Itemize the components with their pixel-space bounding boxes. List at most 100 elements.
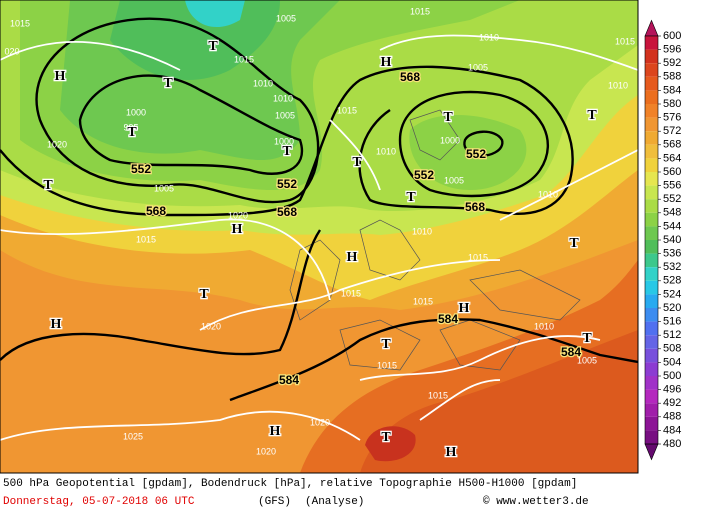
pressure-system: T: [406, 190, 416, 205]
pressure-label: 1005: [276, 13, 296, 23]
pressure-label: 1000: [274, 136, 294, 146]
footer-date: Donnerstag, 05-07-2018 06 UTC: [3, 496, 195, 508]
footer-model: (GFS): [258, 496, 291, 508]
colorbar-tick-label: 556: [663, 180, 681, 192]
pressure-label: 1010: [608, 80, 628, 90]
pressure-label: 020: [4, 46, 19, 56]
pressure-label: 995: [123, 122, 138, 132]
colorbar-tick-label: 492: [663, 397, 681, 409]
colorbar-tick-label: 504: [663, 356, 681, 368]
map: [0, 0, 638, 473]
colorbar-tick-label: 564: [663, 152, 681, 164]
colorbar-cell: [645, 430, 658, 444]
pressure-label: 1015: [410, 6, 430, 16]
pressure-label: 1025: [123, 431, 143, 441]
geopotential-label: 568: [146, 204, 166, 218]
pressure-system: T: [443, 110, 453, 125]
pressure-label: 1005: [275, 110, 295, 120]
colorbar-tick-label: 568: [663, 139, 681, 151]
pressure-system: H: [446, 445, 457, 460]
pressure-label: 1005: [577, 355, 597, 365]
pressure-system: T: [163, 76, 173, 91]
colorbar-tick-label: 516: [663, 316, 681, 328]
colorbar-tick-label: 580: [663, 98, 681, 110]
colorbar-cell: [645, 199, 658, 213]
colorbar-cell: [645, 348, 658, 363]
pressure-system: T: [352, 155, 362, 170]
colorbar-tick-label: 560: [663, 166, 681, 178]
pressure-system: T: [208, 39, 218, 54]
colorbar-cell: [645, 362, 658, 376]
pressure-system: H: [55, 69, 66, 84]
colorbar-tick-label: 496: [663, 384, 681, 396]
colorbar-tick-label: 532: [663, 261, 681, 273]
geopotential-label: 584: [438, 312, 458, 326]
pressure-label: 1020: [256, 446, 276, 456]
pressure-label: 1015: [468, 252, 488, 262]
colorbar-cell: [645, 104, 658, 118]
colorbar-cell: [645, 36, 658, 50]
colorbar-cell: [645, 144, 658, 159]
colorbar-tick-label: 552: [663, 193, 681, 205]
contour-576: [0, 229, 321, 361]
pressure-label: 1020: [47, 139, 67, 149]
pressure-label: 1010: [253, 78, 273, 88]
pressure-system: H: [51, 317, 62, 332]
colorbar-cell: [645, 226, 658, 240]
contour-552-west: [35, 17, 320, 204]
pressure-label: 1000: [126, 107, 146, 117]
pressure-system: T: [127, 125, 137, 140]
colorbar-cell: [645, 389, 658, 404]
colorbar-tick-label: 548: [663, 207, 681, 219]
colorbar-tick-label: 488: [663, 411, 681, 423]
pressure-system: T: [43, 178, 53, 193]
colorbar-tick-label: 596: [663, 44, 681, 56]
colorbar-tick-label: 592: [663, 57, 681, 69]
geopotential-label: 584: [561, 345, 581, 359]
colorbar-end: [644, 443, 659, 461]
pressure-system: H: [232, 222, 243, 237]
pressure-label: 1015: [234, 54, 254, 64]
colorbar-cell: [645, 308, 658, 322]
colorbar-cell: [645, 294, 658, 308]
contour-544-west: [78, 74, 304, 175]
contour-584: [229, 318, 638, 402]
colorbar-tick-label: 600: [663, 30, 681, 42]
geopotential-label: 568: [465, 200, 485, 214]
colorbar-tick-label: 528: [663, 275, 681, 287]
pressure-label: 1000: [440, 135, 460, 145]
geopotential-label: 568: [400, 70, 420, 84]
field-584: [360, 330, 638, 473]
pressure-label: 1010: [273, 93, 293, 103]
field-528: [185, 0, 245, 28]
geopotential-label: 552: [277, 177, 297, 191]
pressure-system: T: [569, 236, 579, 251]
colorbar-tick-label: 520: [663, 302, 681, 314]
geopotential-label: 568: [277, 205, 297, 219]
pressure-system: H: [381, 55, 392, 70]
colorbar-cell: [645, 49, 658, 64]
map-labels: 552 552 552 552 568 568 568 568 584 584 584 020 1015…: [4, 6, 635, 461]
pressure-label: 1010: [412, 226, 432, 236]
pressure-system: T: [381, 337, 391, 352]
colorbar-tick-label: 484: [663, 424, 681, 436]
colorbar-cell: [645, 321, 658, 336]
colorbar-cell: [645, 131, 658, 145]
colorbar-end: [644, 19, 659, 37]
colorbar-cell: [645, 63, 658, 77]
isobars: [0, 34, 638, 441]
pressure-label: 1015: [428, 390, 448, 400]
colorbar-cell: [645, 158, 658, 172]
geopotential-label: 552: [131, 162, 151, 176]
pressure-label: 1020: [228, 210, 248, 220]
pressure-label: 1010: [534, 321, 554, 331]
colorbar-cell: [645, 335, 658, 349]
pressure-system: T: [587, 108, 597, 123]
pressure-system: H: [347, 250, 358, 265]
colorbar-tick-label: 508: [663, 343, 681, 355]
contour-544-east: [463, 130, 504, 157]
colorbar-tick-label: 540: [663, 234, 681, 246]
footer-run: (Analyse): [305, 496, 364, 508]
pressure-system: H: [270, 424, 281, 439]
